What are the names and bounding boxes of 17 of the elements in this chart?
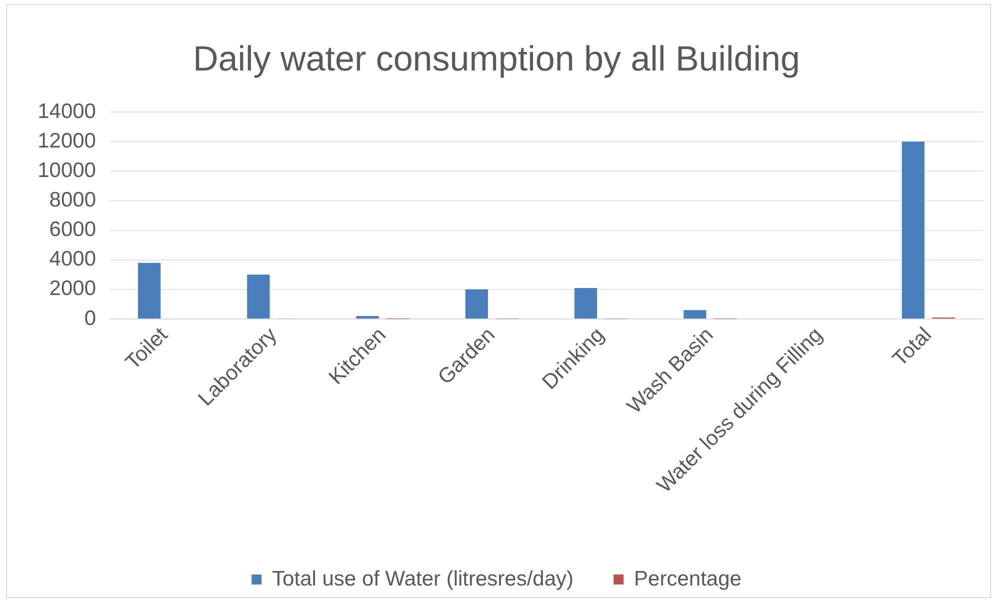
bar [684,310,706,318]
bar [465,289,488,318]
bar [574,288,598,318]
bar [247,274,270,318]
y-tick-label: 8000 [49,188,96,212]
bar [138,262,161,318]
y-tick-label: 14000 [38,100,96,123]
y-tick-label: 4000 [49,248,96,271]
legend-label: Percentage [634,567,742,590]
y-tick-label: 0 [84,306,96,330]
y-tick-label: 6000 [49,218,96,242]
y-tick-label: 12000 [38,129,96,152]
legend-label: Total use of Water (litresres/day) [272,567,574,590]
y-tick-label: 2000 [49,277,96,300]
y-tick-label: 10000 [38,158,96,182]
chart-title: Daily water consumption by all Building [193,40,800,79]
bar [902,142,924,318]
